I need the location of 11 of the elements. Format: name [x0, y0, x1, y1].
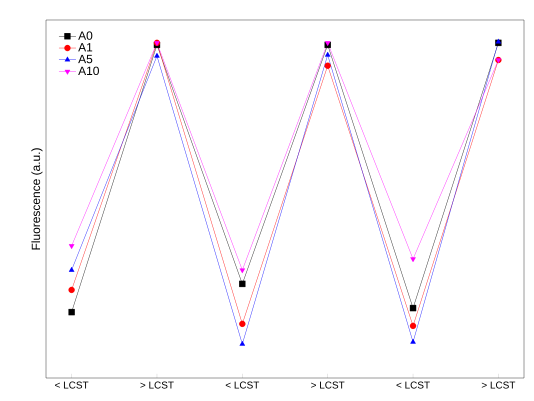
legend-label: A10	[78, 66, 99, 76]
legend-label: A5	[78, 54, 92, 64]
x-tick-label: > LCST	[482, 382, 516, 389]
x-tick-label: < LCST	[396, 382, 430, 389]
x-tick-label: > LCST	[311, 382, 344, 389]
x-tick-label: < LCST	[226, 382, 260, 389]
y-axis-title: Fluorescence (a.u.)	[31, 148, 42, 250]
legend-label: A1	[78, 43, 92, 52]
x-tick-label: > LCST	[140, 382, 174, 389]
legend-label: A0	[78, 31, 92, 40]
x-tick-label: < LCST	[55, 382, 88, 389]
